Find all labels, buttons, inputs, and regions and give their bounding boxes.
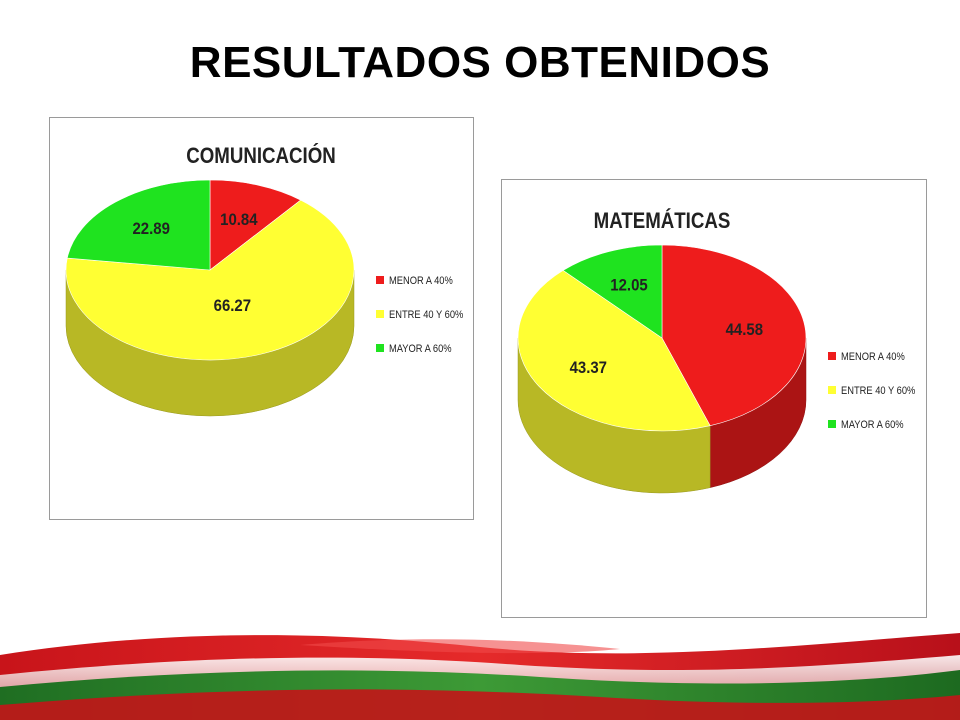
pie-slice-entre-40-y-60 (65, 199, 355, 361)
chart-title: MATEMÁTICAS (594, 209, 731, 234)
legend-label-entre-40-y-60: ENTRE 40 Y 60% (841, 385, 915, 397)
legend-swatch-mayor-a-60 (376, 344, 384, 352)
pie-body: 10.84 66.27 22.89 (65, 179, 355, 417)
pie-slice-menor-a-40 (209, 179, 302, 271)
legend-swatch-entre-40-y-60 (376, 310, 384, 318)
pie-body: 44.58 43.37 12.05 (517, 244, 807, 494)
pie-chart-matematicas: MATEMÁTICAS 44.58 43.37 12.05 MENOR A 40% EN… (517, 209, 915, 494)
chart-panel-matematicas: MATEMÁTICAS 44.58 43.37 12.05 MENOR A 40% EN… (501, 179, 927, 618)
data-label-menor-a-40: 44.58 (726, 321, 764, 339)
legend-swatch-menor-a-40 (828, 352, 836, 360)
chart-title: COMUNICACIÓN (186, 143, 336, 169)
legend-swatch-mayor-a-60 (828, 420, 836, 428)
legend: MENOR A 40% ENTRE 40 Y 60% MAYOR A 60% (376, 275, 463, 355)
data-label-mayor-a-60: 22.89 (132, 220, 170, 238)
pie-slice-entre-40-y-60 (517, 270, 711, 432)
data-label-entre-40-y-60: 66.27 (214, 297, 252, 315)
data-label-menor-a-40: 10.84 (220, 211, 258, 229)
pie-slice-menor-a-40 (661, 244, 807, 427)
decorative-ribbon-band (0, 633, 960, 720)
pie-slice-mayor-a-60 (66, 179, 211, 271)
legend-label-menor-a-40: MENOR A 40% (389, 275, 453, 287)
slide-title: RESULTADOS OBTENIDOS (189, 38, 771, 87)
legend-label-mayor-a-60: MAYOR A 60% (389, 343, 452, 355)
legend-swatch-entre-40-y-60 (828, 386, 836, 394)
data-label-entre-40-y-60: 43.37 (570, 359, 608, 377)
legend-swatch-menor-a-40 (376, 276, 384, 284)
pie-chart-comunicacion: COMUNICACIÓN 10.84 66.27 22.89 MENOR A 40% E… (65, 143, 463, 417)
pie-slice-mayor-a-60 (562, 244, 663, 339)
chart-panel-comunicacion: COMUNICACIÓN 10.84 66.27 22.89 MENOR A 40% E… (49, 117, 474, 520)
data-label-mayor-a-60: 12.05 (610, 277, 648, 295)
legend: MENOR A 40% ENTRE 40 Y 60% MAYOR A 60% (828, 351, 915, 431)
legend-label-mayor-a-60: MAYOR A 60% (841, 419, 904, 431)
legend-label-menor-a-40: MENOR A 40% (841, 351, 905, 363)
legend-label-entre-40-y-60: ENTRE 40 Y 60% (389, 309, 463, 321)
